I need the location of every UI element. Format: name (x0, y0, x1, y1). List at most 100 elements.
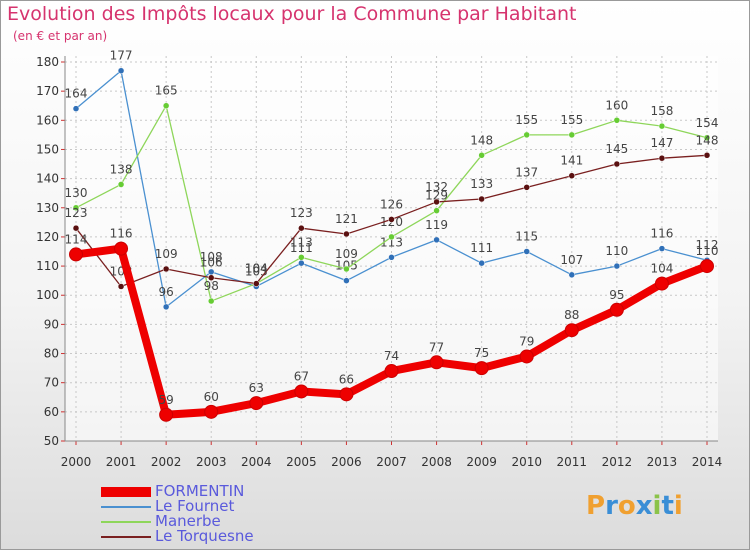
data-label-formentin: 88 (564, 308, 579, 322)
data-label-formentin: 59 (159, 393, 174, 407)
logo-letter: i (652, 491, 662, 521)
data-label-le-torquesne: 145 (605, 142, 628, 156)
x-tick-label: 2013 (647, 455, 678, 469)
y-tick-label: 50 (44, 434, 59, 448)
data-point-formentin (700, 259, 714, 274)
data-point-formentin (654, 276, 669, 291)
data-label-le-torquesne: 121 (335, 212, 358, 226)
data-point-manerbe (658, 122, 666, 130)
y-tick-label: 150 (36, 142, 59, 156)
data-point-le-torquesne (207, 274, 215, 281)
x-tick-label: 2000 (61, 455, 92, 469)
data-label-manerbe: 158 (650, 104, 673, 118)
data-label-formentin: 74 (384, 349, 399, 363)
data-label-formentin: 104 (650, 262, 673, 276)
logo-letter: r (605, 491, 618, 521)
data-label-le-fournet: 107 (560, 253, 583, 267)
logo-letter: x (635, 491, 653, 521)
data-label-le-fournet: 113 (380, 235, 403, 249)
data-point-formentin (114, 241, 129, 256)
data-label-formentin: 79 (519, 334, 534, 348)
data-label-formentin: 60 (204, 390, 219, 404)
legend-swatch-manerbe (101, 521, 151, 523)
data-label-le-torquesne: 148 (696, 133, 719, 147)
data-point-formentin (564, 323, 579, 338)
data-label-formentin: 63 (249, 381, 264, 395)
legend-label-le-fournet: Le Fournet (155, 497, 235, 515)
data-label-manerbe: 154 (696, 116, 719, 130)
data-point-manerbe (388, 233, 395, 241)
legend-swatch-le-fournet (101, 506, 151, 508)
data-label-le-torquesne: 106 (200, 256, 223, 270)
data-label-formentin: 77 (429, 340, 444, 354)
data-point-le-torquesne (162, 265, 170, 273)
data-point-formentin (609, 302, 624, 317)
data-point-formentin (429, 355, 444, 370)
y-tick-label: 130 (36, 201, 59, 215)
legend-swatch-formentin (101, 487, 151, 497)
data-point-formentin (384, 364, 399, 379)
data-point-manerbe (343, 265, 350, 273)
data-point-le-fournet (388, 254, 395, 261)
data-point-le-fournet (162, 303, 170, 311)
data-point-manerbe (298, 254, 305, 261)
x-tick-label: 2012 (602, 455, 633, 469)
x-tick-label: 2003 (196, 455, 227, 469)
data-point-manerbe (433, 207, 440, 214)
data-label-manerbe: 98 (204, 279, 219, 293)
data-label-le-torquesne: 104 (245, 262, 268, 276)
x-tick-label: 2001 (106, 455, 137, 469)
data-point-le-torquesne (433, 198, 440, 206)
data-point-le-fournet (478, 259, 485, 267)
data-label-manerbe: 130 (65, 186, 88, 200)
x-tick-label: 2010 (511, 455, 542, 469)
y-tick-label: 70 (44, 376, 59, 390)
x-tick-label: 2014 (692, 455, 723, 469)
data-point-le-fournet (72, 105, 80, 112)
y-tick-label: 120 (36, 230, 59, 244)
x-tick-label: 2008 (421, 455, 452, 469)
data-point-le-torquesne (478, 195, 485, 203)
data-point-manerbe (478, 152, 485, 159)
logo-letter: o (617, 491, 636, 521)
y-tick-label: 180 (36, 55, 59, 69)
data-label-le-torquesne: 123 (290, 206, 313, 220)
x-tick-label: 2005 (286, 455, 317, 469)
y-tick-label: 160 (36, 113, 59, 127)
data-label-manerbe: 155 (560, 113, 583, 127)
data-point-formentin (159, 407, 174, 422)
proxiti-logo: Proxiti (586, 491, 683, 521)
data-label-formentin: 67 (294, 369, 309, 383)
data-label-formentin: 114 (65, 232, 88, 246)
data-label-le-fournet: 103 (245, 264, 268, 278)
legend-label-le-torquesne: Le Torquesne (155, 527, 254, 545)
data-label-le-fournet: 111 (470, 241, 493, 255)
y-tick-label: 170 (36, 84, 59, 98)
data-point-le-fournet (207, 268, 215, 276)
data-label-le-fournet: 105 (335, 259, 358, 273)
data-label-le-fournet: 116 (650, 227, 673, 241)
data-point-formentin (339, 387, 354, 402)
data-label-le-torquesne: 137 (515, 165, 538, 179)
data-point-le-fournet (298, 259, 305, 267)
data-point-le-torquesne (388, 216, 395, 223)
x-tick-label: 2002 (151, 455, 182, 469)
x-tick-label: 2009 (466, 455, 497, 469)
data-point-le-torquesne (253, 280, 260, 287)
data-label-le-torquesne: 123 (65, 206, 88, 220)
data-point-le-torquesne (72, 224, 80, 232)
data-label-le-torquesne: 147 (650, 136, 673, 150)
data-point-le-fournet (568, 271, 576, 279)
data-point-formentin (69, 247, 83, 262)
data-point-le-fournet (117, 67, 125, 74)
data-label-le-fournet: 110 (605, 244, 628, 258)
x-tick-label: 2007 (376, 455, 407, 469)
data-label-le-torquesne: 141 (560, 154, 583, 168)
data-label-manerbe: 129 (425, 189, 448, 203)
data-point-manerbe (72, 204, 80, 212)
data-label-formentin: 95 (609, 288, 624, 302)
data-point-le-torquesne (117, 283, 125, 290)
data-point-le-fournet (433, 236, 440, 244)
